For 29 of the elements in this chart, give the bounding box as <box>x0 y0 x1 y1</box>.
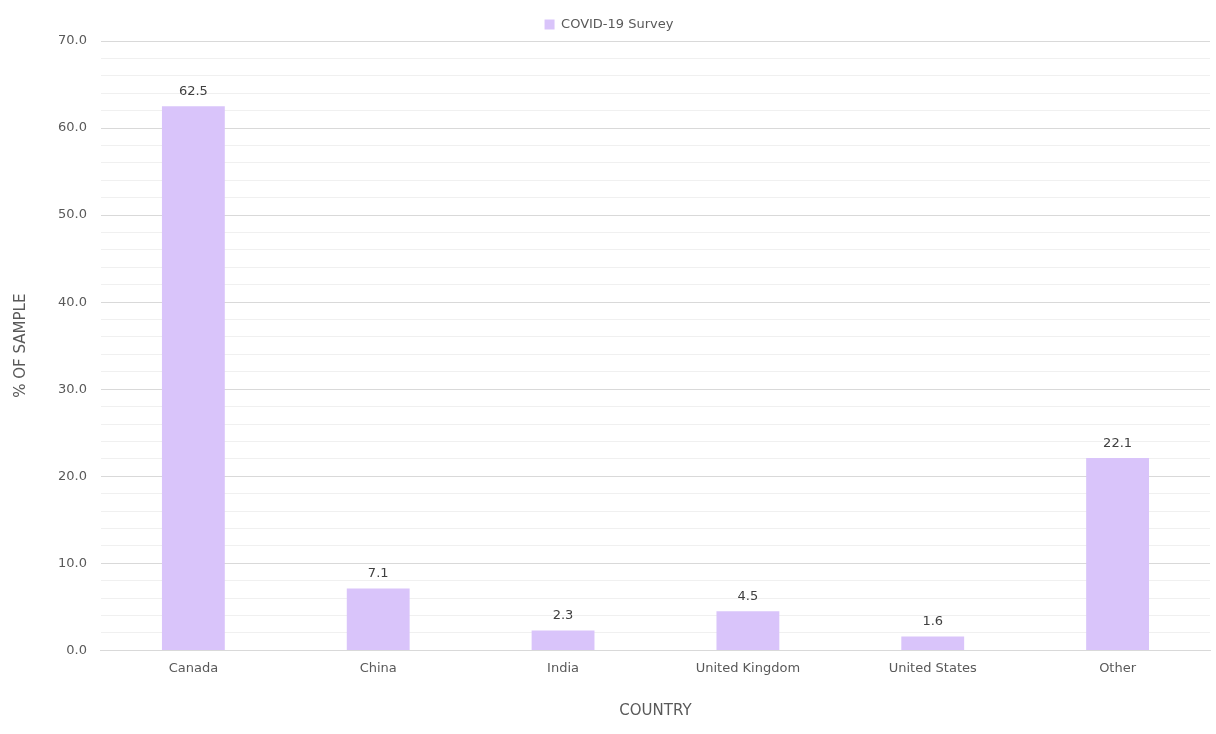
legend-label: COVID-19 Survey <box>561 15 674 31</box>
x-tick-label: Other <box>1099 659 1137 675</box>
x-tick-label: China <box>359 659 397 675</box>
x-tick-label: Canada <box>168 659 219 675</box>
y-tick-label: 40.0 <box>57 293 87 309</box>
bar <box>346 588 410 650</box>
data-label: 4.5 <box>737 588 759 604</box>
x-axis-title: COUNTRY <box>619 700 693 719</box>
x-tick-label: India <box>547 659 579 675</box>
y-tick-label: 70.0 <box>57 32 87 48</box>
bar <box>1086 458 1149 650</box>
y-tick-label: 50.0 <box>57 206 87 222</box>
bar <box>531 630 595 650</box>
y-tick-label: 20.0 <box>57 467 87 483</box>
data-label: 2.3 <box>552 607 574 623</box>
bar <box>161 106 225 650</box>
bar <box>901 636 965 650</box>
y-tick-label: 30.0 <box>57 380 87 396</box>
y-axis-title: % OF SAMPLE <box>10 293 29 398</box>
data-label: 62.5 <box>178 83 208 99</box>
data-label: 22.1 <box>1103 434 1133 450</box>
data-label: 1.6 <box>922 613 944 629</box>
data-label: 7.1 <box>367 565 389 581</box>
x-tick-label: United States <box>888 659 977 675</box>
x-tick-label: United Kingdom <box>695 659 801 675</box>
y-tick-label: 10.0 <box>57 554 87 570</box>
y-tick-label: 0.0 <box>66 641 87 657</box>
bar <box>716 611 780 650</box>
y-tick-label: 60.0 <box>57 119 87 135</box>
